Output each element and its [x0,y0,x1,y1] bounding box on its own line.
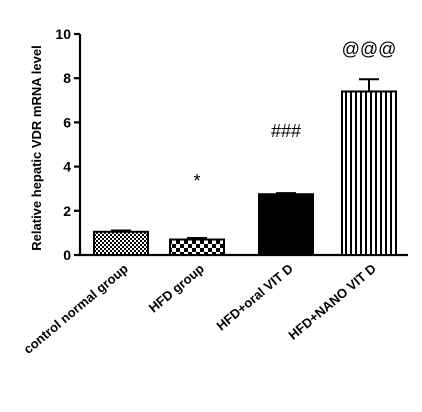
y-tick-label-0: 0 [63,247,71,263]
x-tick-label-2: HFD+oral VIT D [214,261,296,334]
y-tick-label-10: 10 [55,26,71,42]
bar-2 [258,193,314,257]
bar-0 [93,230,149,256]
y-tick-label-2: 2 [63,203,71,219]
annotation-2: ### [271,121,301,141]
y-tick-label-4: 4 [63,159,71,175]
y-tick-label-6: 6 [63,114,71,130]
bars-group: * ### @@@ [93,39,397,257]
x-tick-label-0: control normal group [21,261,131,357]
y-axis-ticks: 0 2 4 6 8 10 [55,26,80,263]
annotation-3: @@@ [342,39,397,59]
y-axis-label: Relative hepatic VDR mRNA level [29,45,44,250]
bar-1 [169,238,225,256]
bar-3 [341,90,397,256]
x-tick-label-3: HFD+NANO VIT D [285,261,378,343]
annotation-1: * [193,171,200,191]
x-axis-labels: control normal group HFD group HFD+oral VI… [21,261,379,357]
x-tick-label-1: HFD group [146,261,207,316]
y-tick-label-8: 8 [63,70,71,86]
